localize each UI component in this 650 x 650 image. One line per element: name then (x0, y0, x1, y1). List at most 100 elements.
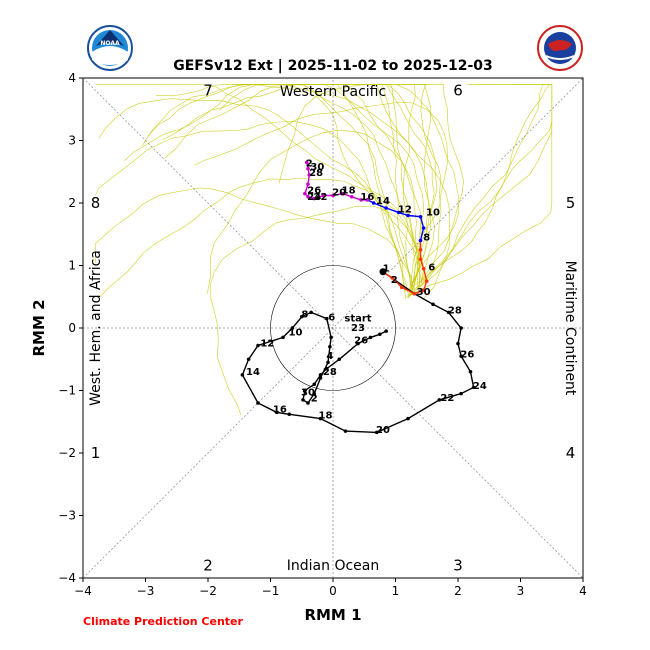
series-point-observed (290, 326, 295, 330)
series-point-observed (306, 401, 310, 405)
ensemble-member-line (98, 98, 414, 291)
y-tick-label: −1 (58, 384, 76, 398)
series-line-forecast-blue (367, 199, 425, 241)
phase-guides (82, 77, 584, 579)
series-point-forecast-magenta (365, 198, 370, 202)
day-label: 2 (306, 159, 313, 170)
y-tick-label: 0 (68, 321, 76, 335)
y-tick-label: −3 (58, 509, 76, 523)
nws-logo (537, 25, 583, 71)
phase-label: 5 (566, 194, 576, 212)
ensemble-member-line (292, 84, 411, 295)
series-point-forecast-red (421, 266, 426, 271)
series-point-forecast-red (412, 291, 417, 296)
series-point-observed (246, 357, 251, 362)
series-point-forecast-blue (418, 214, 423, 219)
series-point-observed (459, 354, 463, 358)
series-point-observed (337, 357, 342, 362)
day-label: 26 (460, 349, 474, 360)
series-point-forecast-magenta (340, 191, 345, 196)
ensemble-member-line (124, 83, 423, 284)
day-label: 14 (246, 367, 260, 378)
ensemble-member-line (402, 84, 427, 287)
ensemble-member-line (406, 84, 553, 299)
day-label: 18 (342, 186, 356, 197)
series-line-observed (241, 271, 475, 434)
latest-observation-marker (379, 268, 387, 276)
series-point-observed (329, 335, 333, 340)
day-label: 28 (448, 306, 462, 317)
series-point-observed (256, 343, 260, 348)
day-label: 18 (319, 411, 333, 422)
x-tick-label: −3 (137, 584, 155, 598)
svg-text:NOAA: NOAA (100, 40, 120, 47)
x-tick-label: −2 (199, 584, 217, 598)
series-point-observed (431, 302, 435, 307)
series-point-forecast-red (424, 279, 429, 283)
series-point-observed (326, 360, 330, 365)
day-label: 4 (326, 351, 333, 362)
series-point-forecast-blue (396, 210, 401, 215)
series-point-observed (328, 344, 332, 349)
y-tick-label: 2 (68, 196, 76, 210)
phase-label: 3 (453, 557, 463, 575)
series-point-observed (312, 382, 317, 387)
series-point-forecast-magenta (306, 166, 310, 171)
series-point-forecast-magenta (359, 198, 363, 202)
series-point-observed (406, 416, 410, 421)
series-point-forecast-magenta (312, 196, 317, 201)
phase-label: 4 (566, 444, 576, 462)
series-point-observed (301, 398, 305, 402)
x-tick-label: 4 (579, 584, 587, 598)
series-point-observed (312, 391, 317, 396)
series-point-observed (459, 326, 463, 330)
chart-title: GEFSv12 Ext | 2025-11-02 to 2025-12-03 (173, 58, 493, 74)
y-axis-label: RMM 2 (30, 299, 48, 356)
day-label: 26 (354, 336, 368, 347)
trajectory-layer: start23262823046810121416182022242628301… (240, 159, 487, 436)
series-point-observed (324, 366, 329, 371)
phase-labels: 7 68 51 42 3 (91, 82, 576, 575)
series-point-forecast-red (418, 257, 423, 262)
ensemble-member-line (147, 84, 419, 287)
series-point-forecast-red (421, 288, 426, 293)
y-tick-label: −2 (58, 446, 76, 460)
series-point-observed (471, 385, 476, 390)
ensemble-member-line (142, 84, 412, 287)
ensemble-member-line (407, 84, 553, 298)
day-label: 16 (360, 192, 374, 203)
day-label: 2 (391, 275, 398, 286)
series-point-observed (303, 388, 307, 393)
series-point-observed (456, 341, 460, 346)
series-point-observed (318, 373, 323, 377)
unit-circle (270, 265, 396, 391)
y-tick-label: 3 (68, 134, 76, 148)
day-label: 12 (398, 204, 412, 215)
series-point-observed (281, 335, 285, 340)
ensemble-member-line (162, 83, 425, 296)
series-point-observed (368, 335, 373, 340)
ensemble-member-line (210, 205, 424, 415)
y-tick-label: 1 (68, 259, 76, 273)
day-label: 28 (323, 367, 337, 378)
ensemble-member-line (164, 85, 435, 283)
ensemble-member-line (95, 84, 416, 292)
ensemble-member-line (207, 129, 419, 299)
credit-label: Climate Prediction Center (83, 615, 243, 628)
region-labels: Western Pacific Indian Ocean West. Hem. … (88, 84, 578, 574)
series-point-forecast-blue (384, 206, 388, 210)
guide-diagonal-down (82, 77, 584, 579)
day-label: 8 (423, 232, 430, 243)
x-axis-label: RMM 1 (304, 606, 361, 624)
region-right: Maritime Continent (562, 261, 578, 396)
phase-label: 6 (453, 82, 463, 100)
day-label: 20 (332, 187, 346, 198)
series-point-observed (240, 373, 245, 377)
series-point-forecast-red (390, 276, 395, 280)
phase-label: 8 (91, 194, 101, 212)
day-label: 6 (328, 312, 335, 323)
series-point-observed (318, 376, 323, 380)
series-point-observed (324, 316, 329, 321)
